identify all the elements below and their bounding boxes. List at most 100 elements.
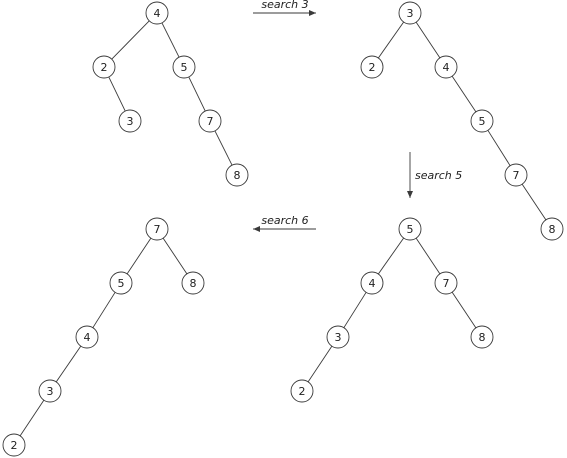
tree-node: 2 (2, 433, 26, 457)
tree-node: 8 (540, 217, 564, 241)
node-label: 2 (299, 385, 306, 398)
node-circle (225, 163, 249, 187)
node-circle (181, 271, 205, 295)
tree-edge (214, 130, 233, 166)
tree-node: 8 (181, 271, 205, 295)
tree-edge (451, 291, 477, 329)
tree-edge (487, 130, 511, 166)
tree-node: 2 (290, 379, 314, 403)
node-circle (145, 1, 169, 25)
tree-node: 3 (398, 1, 422, 25)
edges-layer (19, 20, 547, 437)
node-circle (470, 325, 494, 349)
node-label: 4 (84, 331, 91, 344)
tree-edge (415, 21, 441, 59)
tree-node: 7 (145, 217, 169, 241)
tree-node: 7 (198, 109, 222, 133)
tree-edge (307, 345, 333, 383)
tree-node: 5 (109, 271, 133, 295)
node-label: 8 (549, 223, 556, 236)
node-circle (290, 379, 314, 403)
node-label: 3 (407, 7, 414, 20)
node-label: 3 (47, 385, 54, 398)
node-label: 4 (369, 277, 376, 290)
node-label: 4 (154, 7, 161, 20)
node-circle (504, 163, 528, 187)
node-circle (38, 379, 62, 403)
tree-node: 5 (398, 217, 422, 241)
tree-node: 3 (38, 379, 62, 403)
node-circle (75, 325, 99, 349)
node-circle (434, 55, 458, 79)
tree-node: 5 (470, 109, 494, 133)
node-circle (118, 109, 142, 133)
tree-edge (126, 237, 152, 275)
operation-arrow-2: search 5 (407, 152, 462, 198)
tree-node: 7 (504, 163, 528, 187)
node-circle (434, 271, 458, 295)
node-circle (326, 325, 350, 349)
tree-edge (92, 292, 116, 328)
node-label: 5 (407, 223, 414, 236)
tree-edge (188, 76, 206, 112)
tree-node: 5 (172, 55, 196, 79)
node-circle (109, 271, 133, 295)
tree-node: 8 (470, 325, 494, 349)
node-circle (92, 55, 116, 79)
tree-edge (377, 237, 405, 275)
node-circle (470, 109, 494, 133)
node-circle (360, 271, 384, 295)
node-label: 5 (118, 277, 125, 290)
tree-edge (108, 76, 126, 112)
node-label: 7 (207, 115, 214, 128)
tree-node: 2 (92, 55, 116, 79)
tree-node: 8 (225, 163, 249, 187)
tree-node: 4 (434, 55, 458, 79)
operation-label-2: search 5 (415, 169, 462, 182)
node-circle (540, 217, 564, 241)
node-label: 3 (127, 115, 134, 128)
node-label: 7 (154, 223, 161, 236)
tree-edge (451, 75, 477, 113)
tree-edge (55, 345, 82, 383)
node-label: 7 (443, 277, 450, 290)
tree-node: 4 (360, 271, 384, 295)
tree-node: 3 (118, 109, 142, 133)
node-label: 2 (101, 61, 108, 74)
node-circle (398, 1, 422, 25)
node-circle (172, 55, 196, 79)
tree-node: 7 (434, 271, 458, 295)
tree-node: 3 (326, 325, 350, 349)
tree-edge (415, 237, 441, 275)
node-label: 2 (369, 61, 376, 74)
node-label: 5 (479, 115, 486, 128)
tree-node: 4 (75, 325, 99, 349)
tree-edge (377, 21, 405, 59)
node-label: 7 (513, 169, 520, 182)
node-circle (398, 217, 422, 241)
node-label: 8 (234, 169, 241, 182)
node-label: 4 (443, 61, 450, 74)
operation-arrow-3: search 6 (253, 214, 316, 232)
node-label: 2 (11, 439, 18, 452)
node-circle (360, 55, 384, 79)
tree-edge (161, 22, 180, 58)
node-circle (2, 433, 26, 457)
operation-label-3: search 6 (261, 214, 308, 227)
operation-arrow-1: search 3 (253, 0, 316, 16)
operation-label-1: search 3 (261, 0, 308, 11)
tree-node: 2 (360, 55, 384, 79)
tree-edge (19, 399, 45, 437)
tree-edge (162, 237, 188, 275)
tree-edge (521, 183, 547, 221)
node-label: 5 (181, 61, 188, 74)
tree-node: 4 (145, 1, 169, 25)
node-label: 3 (335, 331, 342, 344)
tree-edge (343, 292, 367, 328)
node-label: 8 (190, 277, 197, 290)
node-circle (198, 109, 222, 133)
tree-edge (111, 20, 150, 60)
node-label: 8 (479, 331, 486, 344)
